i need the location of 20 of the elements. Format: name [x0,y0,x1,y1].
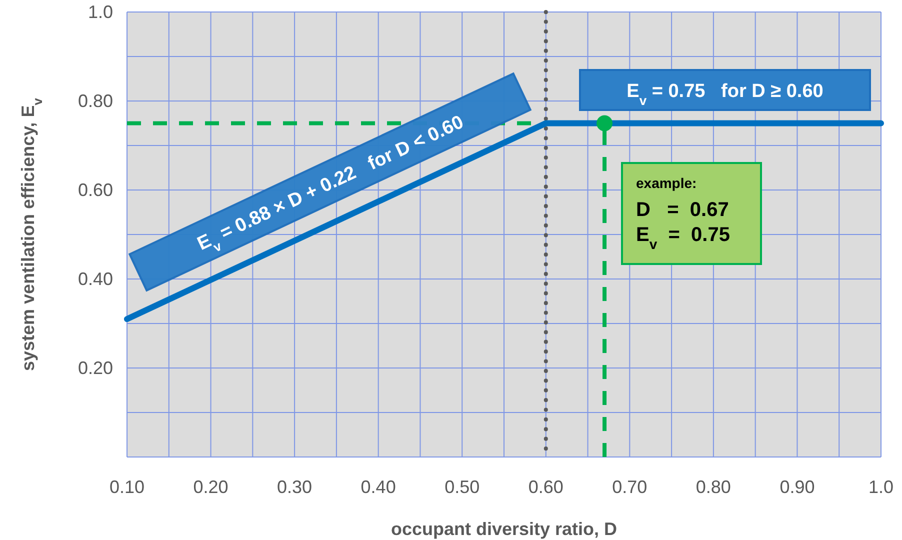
annotation: example: D = 0.67 E$_{v}$ = 0.75 [636,175,730,252]
x-tick-label: 0.90 [780,477,815,497]
x-axis-title: occupant diversity ratio, D [390,519,618,539]
y-tick-label: 0.40 [78,269,113,289]
y-tick-label: 0.20 [78,358,113,378]
x-tick-label: 1.0 [868,477,894,497]
x-tick-label: 0.50 [444,477,480,497]
callout-box: example: D = 0.67 E$_{v}$ = 0.75 [621,162,762,265]
x-tick-label: 0.20 [193,477,228,497]
y-tick-label: 0.80 [78,91,113,111]
annotation: E$_{v}$ = 0.75 for D ≥ 0.60 [626,81,824,108]
y-tick-label: 0.60 [78,180,113,200]
x-tick-label: 0.60 [528,477,564,497]
x-tick-label: 0.10 [109,477,145,497]
x-tick-label: 0.40 [360,477,396,497]
y-tick-label: 1.0 [88,2,113,22]
x-tick-label: 0.70 [612,477,648,497]
x-tick-label: 0.30 [277,477,312,497]
callout-box: E$_{v}$ = 0.75 for D ≥ 0.60 [579,69,871,111]
x-tick-label: 0.80 [696,477,731,497]
